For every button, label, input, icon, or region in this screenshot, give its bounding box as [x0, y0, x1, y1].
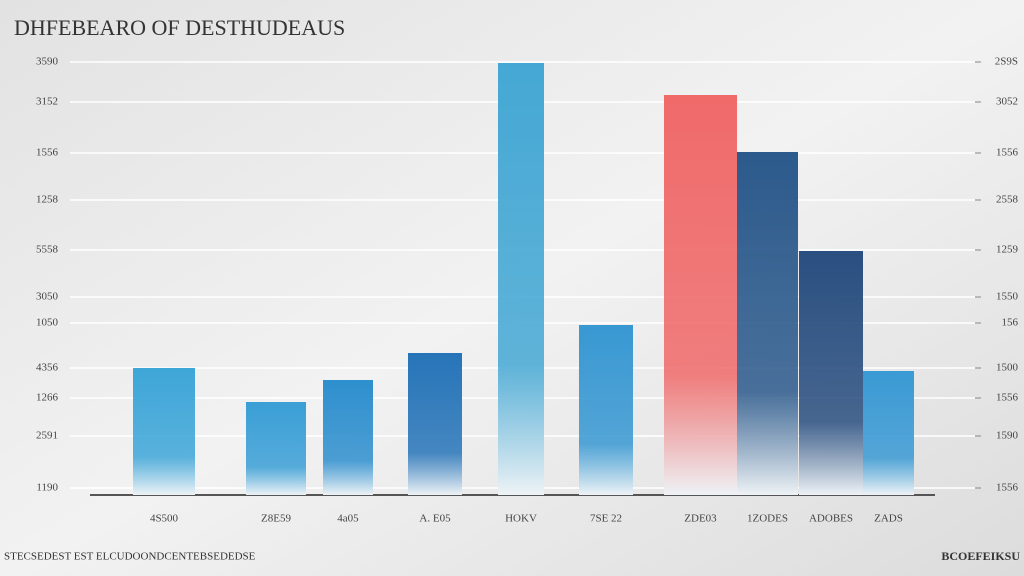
y2-tick-label: 1550: [996, 291, 1019, 303]
y-tick-label: 3050: [36, 291, 59, 303]
y-tick-label: 1266: [36, 392, 59, 404]
y-tick-label: 5558: [36, 244, 59, 256]
y2-tick-label: 3052: [996, 96, 1018, 108]
bar: [579, 325, 633, 495]
y2-tick-label: 1590: [996, 430, 1019, 442]
y2-tick-label: 2S9S: [995, 56, 1018, 68]
x-tick-label: ZDE03: [684, 513, 717, 525]
footnote: STECSEDEST EST ELCUDOONDCENTEBSEDEDSE: [4, 551, 256, 563]
x-tick-label: 4a05: [337, 513, 359, 525]
bar: [133, 368, 195, 495]
y2-tick-label: 1556: [996, 147, 1019, 159]
bar: [737, 152, 798, 495]
x-tick-label: 1ZODES: [747, 513, 788, 525]
y2-tick-label: 156: [1002, 317, 1019, 329]
x-tick-label: Z8E59: [261, 513, 291, 525]
y2-tick-label: 1259: [996, 244, 1019, 256]
x-tick-label: ADOBES: [809, 513, 853, 525]
bar: [246, 402, 306, 495]
y-tick-label: 1556: [36, 147, 59, 159]
chart-title: DHFEBEARO OF DESTHUDEAUS: [14, 15, 345, 40]
y-tick-label: 4356: [36, 362, 59, 374]
y2-tick-label: 1500: [996, 362, 1019, 374]
x-tick-label: 4S500: [150, 513, 179, 525]
source: BCOEFEIKSU: [941, 549, 1020, 563]
bar: [664, 95, 737, 495]
y-tick-label: 1190: [36, 482, 58, 494]
y-tick-label: 1050: [36, 317, 59, 329]
x-tick-label: HOKV: [505, 513, 537, 525]
bar: [408, 353, 462, 495]
y2-tick-label: 1556: [996, 482, 1019, 494]
y2-tick-label: 1556: [996, 392, 1019, 404]
x-tick-label: ZADS: [874, 513, 903, 525]
bar: [799, 251, 863, 495]
y-tick-label: 1258: [36, 194, 59, 206]
x-tick-label: A. E05: [419, 513, 451, 525]
bar: [863, 371, 914, 495]
bar: [498, 63, 544, 495]
x-tick-label: 7SE 22: [590, 513, 622, 525]
bar: [323, 380, 373, 495]
y2-tick-label: 2558: [996, 194, 1019, 206]
y-tick-label: 3152: [36, 96, 58, 108]
y-tick-label: 3590: [36, 56, 59, 68]
y-tick-label: 2591: [36, 430, 58, 442]
